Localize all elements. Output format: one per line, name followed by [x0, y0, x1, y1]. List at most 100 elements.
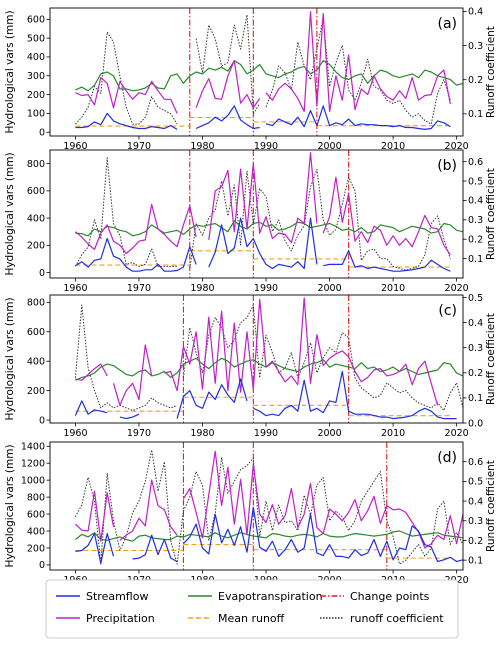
runoff-coefficient-line: [74, 449, 463, 565]
y2-axis-label: Runoff coefficient: [485, 26, 497, 118]
x-tick-label: 2020: [445, 141, 469, 152]
legend-item: Precipitation: [56, 612, 155, 625]
streamflow-line: [75, 237, 197, 272]
axes-frame: [49, 149, 464, 279]
y-tick-label: 0: [39, 415, 45, 426]
streamflow-line: [119, 413, 140, 420]
streamflow-line: [208, 217, 318, 270]
y-tick-label: 200: [27, 543, 45, 554]
precipitation-line: [265, 11, 451, 113]
x-tick-label: 1990: [254, 141, 278, 152]
y-tick-label: 800: [27, 298, 45, 309]
streamflow-line: [253, 370, 457, 420]
x-tick-label: 1990: [254, 283, 278, 294]
streamflow-line: [323, 250, 451, 272]
y2-tick-label: 0.3: [468, 41, 483, 52]
runoff-coefficient-line: [265, 17, 451, 125]
panel: 1960 1970 1980 1990 2000 2010 2020 0 100 200 300 40…: [4, 7, 497, 152]
panel-label: (c): [438, 303, 457, 319]
y-tick-label: 500: [27, 33, 45, 44]
y-tick-label: 800: [27, 492, 45, 503]
y-tick-label: 1000: [21, 475, 45, 486]
legend-item: Change points: [320, 590, 430, 603]
panel: 1960 1970 1980 1990 2000 2010 2020 0 200 400 600 80…: [4, 293, 497, 439]
legend-item: Evapotranspiration: [188, 590, 323, 603]
precipitation-line: [75, 76, 178, 114]
panels: 1960 1970 1980 1990 2000 2010 2020010020030040…: [4, 7, 497, 586]
x-tick-label: 2000: [317, 428, 341, 439]
streamflow-line: [132, 534, 178, 563]
precipitation-line: [75, 203, 197, 255]
y-tick-label: 200: [27, 90, 45, 101]
y2-tick-label: 0.1: [468, 393, 483, 404]
streamflow-line: [75, 532, 115, 564]
plot-area: [74, 442, 463, 570]
y2-tick-label: 0.5: [468, 477, 483, 488]
x-tick-label: 1970: [127, 141, 151, 152]
y-tick-label: 200: [27, 386, 45, 397]
streamflow-line: [176, 378, 248, 419]
precipitation-line: [75, 363, 108, 381]
streamflow-line: [182, 506, 463, 563]
legend-item: Mean runoff: [188, 612, 285, 625]
y-axis-label: Hydrological vars (mm): [4, 444, 16, 567]
evapotranspiration-line: [75, 530, 463, 542]
y-tick-label: 400: [27, 213, 45, 224]
x-tick-label: 1960: [63, 283, 87, 294]
runoff-coefficient-line: [74, 157, 178, 267]
y-tick-label: 600: [27, 15, 45, 26]
y-tick-label: 400: [27, 357, 45, 368]
y-tick-label: 100: [27, 109, 45, 120]
y-tick-label: 200: [27, 241, 45, 252]
axes-frame: [49, 7, 464, 137]
legend-item: Streamflow: [56, 590, 148, 603]
x-tick-label: 2000: [317, 141, 341, 152]
y2-tick-label: 0.5: [468, 293, 483, 304]
precipitation-line: [74, 490, 115, 542]
x-tick-label: 1990: [254, 428, 278, 439]
panel-label: (d): [437, 450, 457, 466]
runoff-coefficient-line: [74, 304, 178, 411]
y-tick-label: 1200: [21, 458, 45, 469]
y2-tick-label: 0.2: [468, 75, 483, 86]
y2-tick-label: 0.1: [468, 555, 483, 566]
runoff-coefficient-line: [182, 304, 463, 411]
y2-tick-label: 0.3: [468, 516, 483, 527]
x-tick-label: 2020: [445, 428, 469, 439]
y-axis-label: Hydrological vars (mm): [4, 152, 16, 275]
x-tick-label: 1980: [190, 283, 214, 294]
y2-tick-label: 0.4: [468, 7, 483, 18]
y-tick-label: 0: [39, 560, 45, 571]
y2-tick-label: 0.1: [468, 254, 483, 265]
y2-tick-label: 0.3: [468, 215, 483, 226]
plot-area: [74, 295, 463, 423]
axes-frame: [49, 294, 464, 424]
precipitation-line: [195, 60, 261, 109]
x-tick-label: 2010: [381, 141, 405, 152]
axes-frame: [49, 441, 464, 571]
y-tick-label: 0: [39, 268, 45, 279]
y2-tick-label: 0.4: [468, 318, 483, 329]
x-tick-label: 2010: [381, 283, 405, 294]
y2-axis-label: Runoff coefficient: [485, 313, 497, 405]
y2-tick-label: 0.1: [468, 109, 483, 120]
legend-label: Mean runoff: [218, 612, 285, 625]
streamflow-line: [265, 105, 451, 130]
x-tick-label: 1970: [127, 428, 151, 439]
y2-tick-label: 0.3: [468, 343, 483, 354]
y-tick-label: 400: [27, 52, 45, 63]
y-tick-label: 600: [27, 186, 45, 197]
x-tick-label: 2010: [381, 428, 405, 439]
y-axis-label: Hydrological vars (mm): [4, 297, 16, 420]
x-tick-label: 1970: [127, 283, 151, 294]
streamflow-line: [74, 400, 108, 416]
runoff-coefficient-line: [75, 31, 178, 125]
y-tick-label: 0: [39, 128, 45, 139]
precipitation-line: [208, 152, 318, 244]
precipitation-line: [182, 450, 463, 549]
x-tick-label: 1980: [190, 428, 214, 439]
legend-label: runoff coefficient: [350, 612, 444, 625]
y2-axis-label: Runoff coefficient: [485, 168, 497, 260]
y2-tick-label: 0.2: [468, 368, 483, 379]
